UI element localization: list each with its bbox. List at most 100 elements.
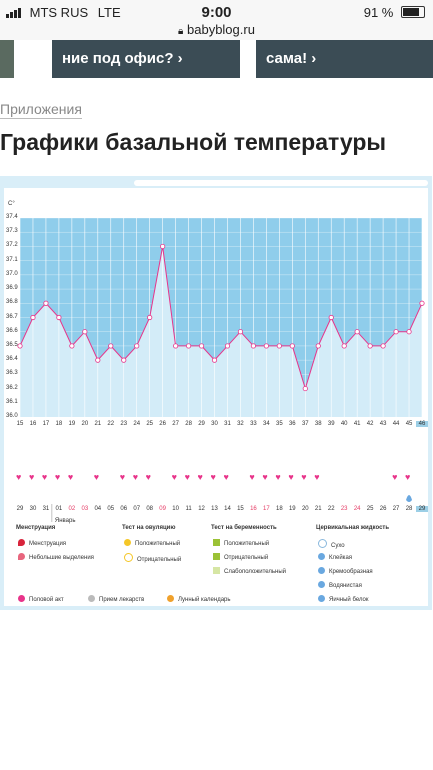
banner-article-2[interactable]: сама! › bbox=[256, 40, 433, 78]
legend-text: Менструация bbox=[29, 541, 67, 547]
legend-heading-pregnancy: Тест на беременность bbox=[211, 525, 277, 531]
legend-cervical-item: Сухо bbox=[318, 539, 345, 549]
intercourse-heart-icon: ♥ bbox=[262, 472, 268, 482]
intercourse-heart-icon: ♥ bbox=[93, 472, 100, 482]
intercourse-heart-icon: ♥ bbox=[301, 472, 307, 482]
temperature-point bbox=[17, 343, 23, 349]
lock-icon: 🔒︎ bbox=[178, 26, 184, 37]
page-title: Графики базальной температуры bbox=[0, 129, 387, 155]
temperature-point bbox=[198, 343, 205, 349]
cycle-day-label: 42 bbox=[366, 421, 374, 427]
temperature-point bbox=[82, 329, 88, 335]
cycle-day-label: 22 bbox=[107, 421, 115, 427]
small-drop-icon bbox=[18, 553, 25, 560]
banner-edge[interactable] bbox=[0, 40, 14, 78]
intercourse-heart-icon: ♥ bbox=[288, 472, 294, 482]
date-label: 04 bbox=[94, 506, 102, 512]
carrier-info: MTS RUS LTE bbox=[6, 5, 121, 21]
temperature-point bbox=[354, 329, 360, 335]
temperature-point bbox=[315, 343, 321, 349]
y-tick-label: 37.0 bbox=[6, 270, 18, 277]
legend-heading-menstruation: Менструация bbox=[16, 525, 55, 531]
cycle-day-label: 45 bbox=[405, 421, 413, 427]
legend-ovulation-negative: Отрицательный bbox=[124, 553, 181, 563]
legend-medication: Прием лекарств bbox=[88, 595, 144, 603]
egg-white-drop-icon bbox=[318, 595, 325, 602]
banner-article-1[interactable]: ние под офис? › bbox=[52, 40, 240, 78]
cycle-day-label: 16 bbox=[29, 421, 37, 427]
legend-text: Небольшие выделения bbox=[29, 555, 94, 561]
legend-pregnancy-positive: Положительный bbox=[213, 539, 269, 547]
cycle-day-label: 44 bbox=[392, 421, 400, 427]
date-label: 12 bbox=[198, 506, 205, 512]
date-label: 24 bbox=[353, 506, 361, 512]
intercourse-heart-icon: ♥ bbox=[41, 472, 48, 482]
watery-drop-icon bbox=[318, 581, 325, 588]
temperature-point bbox=[95, 357, 101, 363]
chart-frame: C° 37.4 37.3 37.2 37.1 37.0 36.9 36.8 36.7 36.6 36… bbox=[0, 176, 432, 610]
cycle-day-label: 24 bbox=[133, 421, 141, 427]
url-text: babyblog.ru bbox=[187, 22, 255, 37]
legend-ovulation-positive: Положительный bbox=[124, 539, 180, 547]
temperature-point bbox=[328, 314, 334, 321]
cycle-day-label: 40 bbox=[340, 421, 348, 427]
section-link[interactable]: Приложения bbox=[0, 101, 82, 119]
empty-circle-icon bbox=[124, 553, 133, 562]
intercourse-heart-icon: ♥ bbox=[249, 472, 255, 482]
clock: 9:00 bbox=[201, 4, 232, 21]
date-label: 17 bbox=[263, 506, 270, 512]
battery-fill bbox=[403, 8, 419, 16]
cycle-day-label: 39 bbox=[327, 421, 335, 427]
cycle-day-label: 26 bbox=[159, 421, 166, 427]
y-tick-label: 37.2 bbox=[6, 242, 18, 249]
date-label: 22 bbox=[327, 506, 335, 512]
intercourse-heart-icon: ♥ bbox=[223, 472, 229, 482]
legend-text: Положительный bbox=[224, 541, 270, 547]
legend-text: Сухо bbox=[331, 543, 345, 549]
y-tick-label: 36.8 bbox=[6, 299, 18, 306]
legend-text: Водянистая bbox=[329, 583, 362, 589]
legend-text: Отрицательный bbox=[224, 555, 269, 561]
legend-text: Лунный календарь bbox=[178, 597, 231, 603]
y-axis-label: C° bbox=[8, 201, 15, 207]
chart-scrollbar[interactable] bbox=[134, 180, 428, 186]
intercourse-heart-icon: ♥ bbox=[16, 472, 22, 482]
date-label: 05 bbox=[107, 506, 115, 512]
date-label: 26 bbox=[379, 506, 387, 512]
network-type: LTE bbox=[97, 5, 121, 20]
date-label: 13 bbox=[211, 506, 218, 512]
legend-text: Слабоположительный bbox=[224, 569, 287, 575]
legend-text: Прием лекарств bbox=[99, 597, 145, 603]
y-tick-label: 36.1 bbox=[6, 398, 18, 405]
intercourse-heart-icon: ♥ bbox=[119, 472, 126, 482]
date-label: 07 bbox=[133, 506, 141, 512]
y-tick-label: 36.3 bbox=[6, 370, 18, 377]
temperature-point bbox=[367, 343, 373, 349]
chart-panel: C° 37.4 37.3 37.2 37.1 37.0 36.9 36.8 36.7 36.6 36… bbox=[4, 188, 428, 606]
cycle-day-label: 38 bbox=[314, 421, 322, 427]
temperature-line bbox=[19, 246, 423, 391]
battery-icon bbox=[401, 6, 425, 18]
single-stripe-icon bbox=[213, 553, 220, 560]
temperature-point bbox=[147, 314, 153, 321]
legend-menstruation: Менструация bbox=[18, 539, 66, 547]
cycle-day-label: 35 bbox=[276, 421, 283, 427]
intercourse-heart-icon: ♥ bbox=[405, 472, 411, 482]
legend-text: Тест на овуляцию bbox=[122, 525, 176, 531]
intercourse-heart-icon: ♥ bbox=[54, 472, 61, 482]
y-tick-label: 36.0 bbox=[6, 413, 18, 419]
intercourse-heart-icon: ♥ bbox=[67, 472, 74, 482]
intercourse-heart-icon: ♥ bbox=[314, 472, 320, 482]
date-label: 09 bbox=[159, 506, 166, 512]
cycle-day-label: 20 bbox=[81, 421, 89, 427]
temperature-point bbox=[419, 300, 425, 306]
temperature-point bbox=[289, 343, 295, 349]
legend-text: Клейкая bbox=[329, 555, 353, 561]
date-label: 08 bbox=[146, 506, 154, 512]
temperature-point bbox=[43, 300, 49, 306]
faint-stripe-icon bbox=[213, 567, 220, 574]
legend-text: Половой акт bbox=[29, 597, 64, 603]
intercourse-heart-icon: ♥ bbox=[392, 472, 398, 482]
legend-cervical-item: Яичный белок bbox=[318, 595, 369, 603]
address-bar[interactable]: 🔒︎ babyblog.ru bbox=[0, 22, 433, 37]
